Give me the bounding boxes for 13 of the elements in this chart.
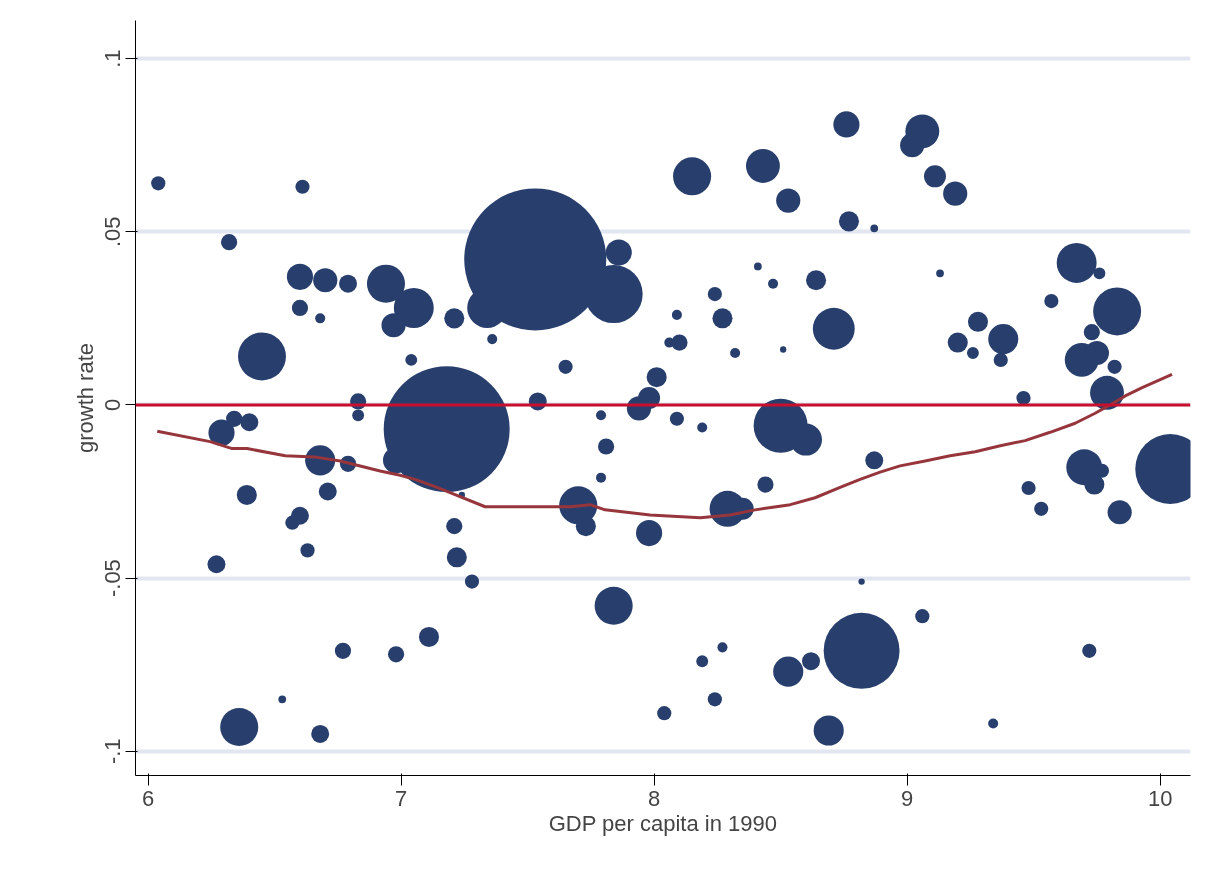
line-series: [155, 372, 1174, 520]
x-tick-label: 7: [395, 785, 408, 811]
y-tick-label: .1: [100, 49, 126, 68]
y-tick-label: -.1: [100, 738, 126, 765]
y-tick-label: -.05: [100, 559, 126, 598]
x-tick-label: 10: [1147, 785, 1173, 811]
y-tick-label: 0: [100, 398, 126, 412]
y-axis-title: growth rate: [72, 342, 98, 454]
x-axis-title: GDP per capita in 1990: [548, 810, 777, 836]
x-tick-label: 6: [142, 785, 155, 811]
x-tick-label: 9: [901, 785, 914, 811]
x-tick-label: 8: [648, 785, 661, 811]
y-tick-label: .05: [100, 216, 126, 248]
